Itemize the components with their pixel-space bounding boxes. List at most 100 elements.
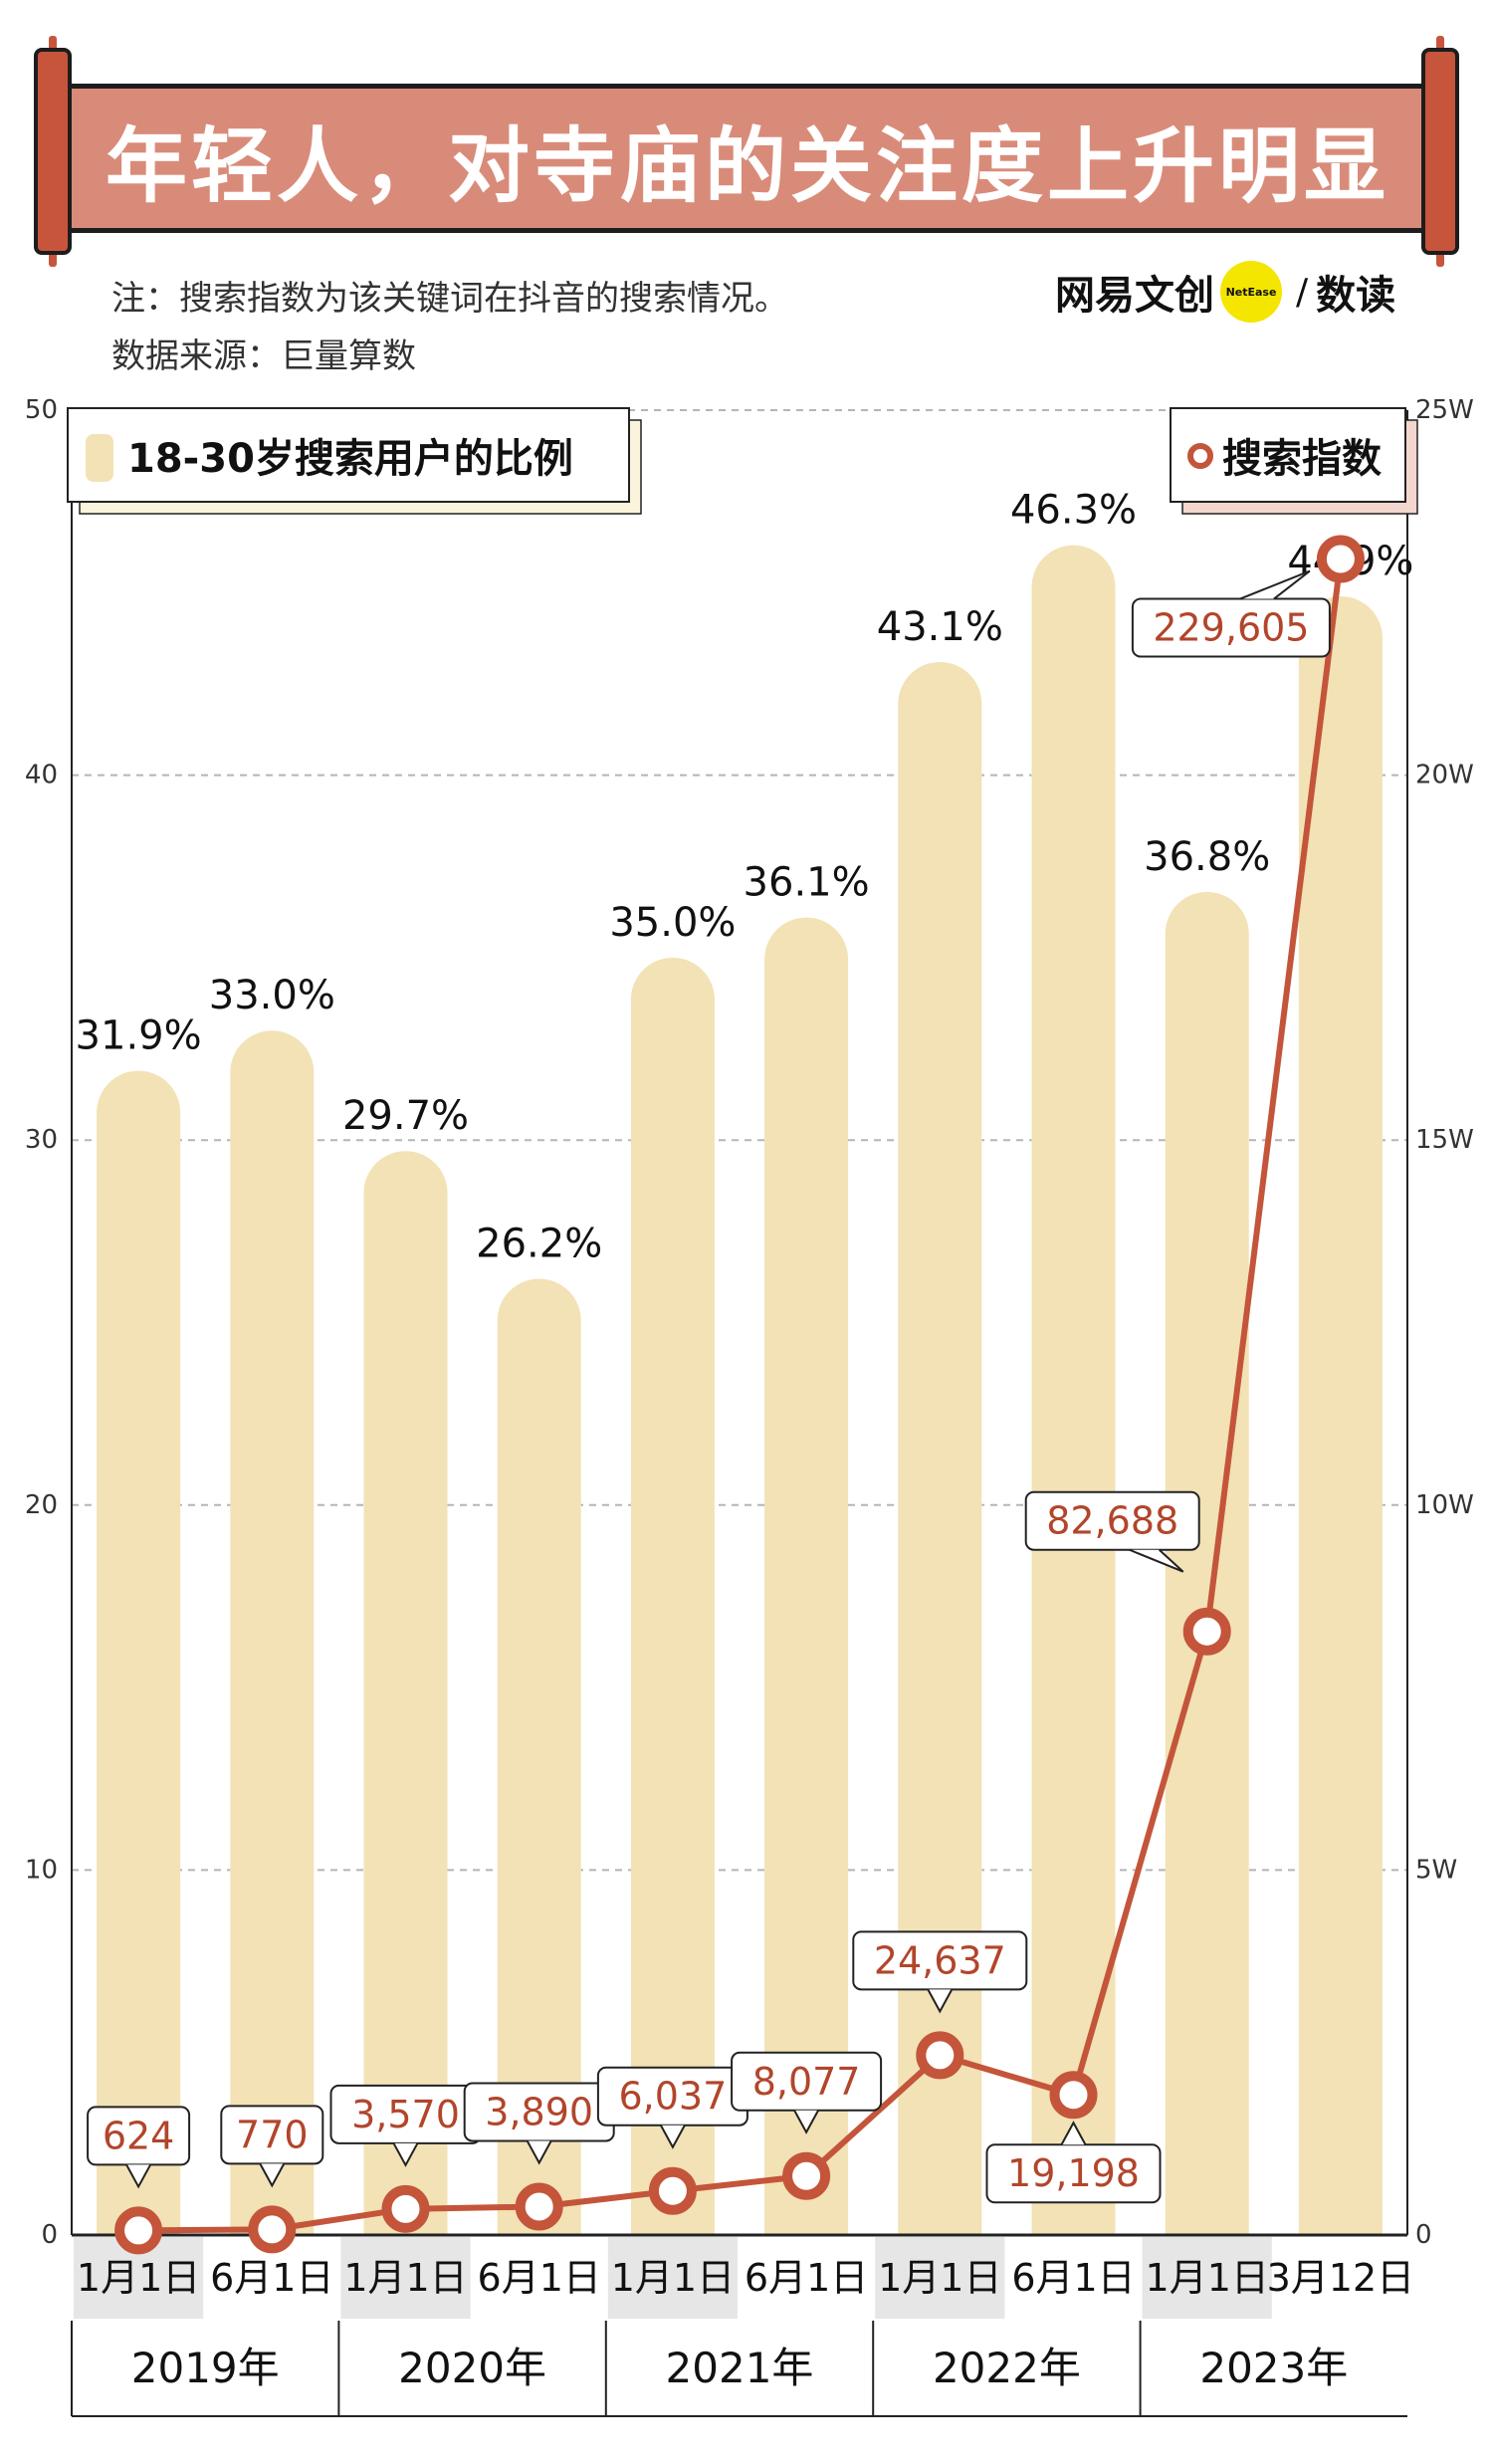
search-index-label: 8,077 xyxy=(752,2060,861,2104)
callout-pointer xyxy=(526,2140,552,2165)
brand-logo: 网易文创 NetEase / 数读 xyxy=(1055,257,1395,327)
x-tick-label: 6月1日 xyxy=(478,2256,601,2300)
year-label: 2019年 xyxy=(131,2344,280,2392)
callout-pointer xyxy=(392,2142,419,2167)
y-right-tick-label: 25W xyxy=(1415,395,1474,425)
bar xyxy=(1031,545,1116,2235)
chart-note: 注：搜索指数为该关键词在抖音的搜索情况。 xyxy=(111,279,788,319)
bar-value-label: 26.2% xyxy=(476,1222,602,1267)
brand-name: 网易文创 xyxy=(1055,273,1214,319)
bar xyxy=(1298,595,1383,2235)
year-label: 2021年 xyxy=(666,2344,814,2392)
x-tick-shade xyxy=(607,2237,738,2319)
callout-box xyxy=(731,2051,883,2112)
line-marker xyxy=(515,2182,563,2231)
bar xyxy=(230,1030,315,2235)
combo-chart: 0 0 10 5W 20 10W 30 15W 40 20W 50 25W 31.9%33.0% 29.7… xyxy=(25,395,1474,2417)
legend-bar-swatch xyxy=(86,434,113,482)
year-label: 2020年 xyxy=(398,2344,546,2392)
title-banner: 年轻人，对寺庙的关注度上升明显 xyxy=(0,0,1493,299)
x-tick-label: 6月1日 xyxy=(1011,2256,1135,2300)
line-marker xyxy=(916,2031,964,2080)
brand-divider: / xyxy=(1296,271,1309,313)
line-marker xyxy=(248,2205,297,2254)
search-index-label: 6,037 xyxy=(619,2075,728,2119)
callout-pointer xyxy=(1239,569,1311,600)
search-index-label: 19,198 xyxy=(1007,2151,1140,2195)
y-left-tick-label: 10 xyxy=(25,1855,58,1885)
legend-bar-box xyxy=(67,407,630,503)
brand-sub: 数读 xyxy=(1316,273,1396,319)
bar-value-label: 46.3% xyxy=(1010,488,1137,534)
bar xyxy=(1165,891,1249,2235)
brand-badge: NetEase xyxy=(1220,261,1282,323)
bar xyxy=(363,1151,448,2235)
search-index-label: 3,570 xyxy=(351,2093,460,2136)
bar xyxy=(497,1278,581,2235)
search-index-label: 82,688 xyxy=(1046,1499,1178,1543)
y-left-tick-label: 0 xyxy=(41,2220,58,2250)
x-tick-shade xyxy=(340,2237,471,2319)
callout-box xyxy=(1131,597,1331,658)
x-tick-label: 1月1日 xyxy=(611,2256,735,2300)
bar-value-label: 43.1% xyxy=(877,604,1003,650)
bar-value-label: 35.0% xyxy=(609,900,736,946)
search-index-label: 24,637 xyxy=(874,1938,1006,1982)
x-tick-label: 1月1日 xyxy=(77,2256,200,2300)
legend-line-marker xyxy=(1187,443,1213,469)
callout-pointer xyxy=(793,2110,819,2134)
x-tick-label: 1月1日 xyxy=(878,2256,1001,2300)
legend-bar-label: 18-30岁搜索用户的比例 xyxy=(127,436,573,482)
page-title: 年轻人，对寺庙的关注度上升明显 xyxy=(105,118,1389,214)
search-index-line xyxy=(138,559,1344,2234)
scroll-roll-right xyxy=(1421,36,1459,267)
line-marker xyxy=(381,2184,430,2233)
x-tick-label: 6月1日 xyxy=(210,2256,333,2300)
bar xyxy=(898,661,982,2235)
x-tick-shade xyxy=(875,2237,1005,2319)
y-right-tick-label: 20W xyxy=(1415,761,1474,790)
year-label: 2022年 xyxy=(933,2344,1081,2392)
callout-pointer xyxy=(125,2163,151,2189)
bar-value-label: 36.8% xyxy=(1144,834,1270,880)
y-right-tick-label: 5W xyxy=(1415,1855,1457,1885)
y-left-tick-label: 30 xyxy=(25,1125,58,1155)
scroll-roll-left xyxy=(34,36,72,267)
search-index-label: 770 xyxy=(236,2113,309,2156)
search-index-label: 229,605 xyxy=(1153,606,1309,650)
y-left-tick-label: 20 xyxy=(25,1490,58,1520)
x-tick-label: 1月1日 xyxy=(1146,2256,1269,2300)
line-marker xyxy=(1049,2071,1098,2120)
y-right-tick-label: 0 xyxy=(1415,2220,1432,2250)
line-marker xyxy=(782,2151,831,2200)
data-source: 数据来源：巨量算数 xyxy=(111,336,416,376)
x-tick-label: 3月12日 xyxy=(1267,2256,1415,2300)
x-tick-label: 1月1日 xyxy=(343,2256,467,2300)
bar xyxy=(764,917,849,2235)
y-right-tick-label: 10W xyxy=(1415,1490,1474,1520)
bar-value-label: 29.7% xyxy=(342,1093,469,1139)
y-left-tick-label: 40 xyxy=(25,761,58,790)
callout-pointer xyxy=(259,2162,286,2188)
bar xyxy=(630,957,715,2235)
x-tick-label: 6月1日 xyxy=(745,2256,868,2300)
bar-value-label: 31.9% xyxy=(76,1013,202,1059)
x-tick-shade xyxy=(1142,2237,1272,2319)
callout-box xyxy=(1024,1490,1200,1551)
callout-pointer xyxy=(927,1988,954,2014)
y-right-tick-label: 15W xyxy=(1415,1125,1474,1155)
y-left-tick-label: 50 xyxy=(25,395,58,425)
line-marker xyxy=(1182,1607,1231,1656)
legend-line-label: 搜索指数 xyxy=(1222,436,1382,482)
bar-value-label: 33.0% xyxy=(209,973,335,1018)
line-marker xyxy=(114,2206,163,2255)
search-index-label: 3,890 xyxy=(485,2090,593,2133)
search-index-label: 624 xyxy=(103,2114,175,2157)
banner-ribbon: 年轻人，对寺庙的关注度上升明显 xyxy=(72,84,1423,233)
year-label: 2023年 xyxy=(1199,2344,1348,2392)
callout-pointer xyxy=(660,2125,686,2149)
bar-value-label: 36.1% xyxy=(744,860,870,906)
line-marker xyxy=(648,2166,697,2215)
callout-pointer xyxy=(1129,1548,1184,1573)
callout-pointer xyxy=(1060,2121,1087,2145)
